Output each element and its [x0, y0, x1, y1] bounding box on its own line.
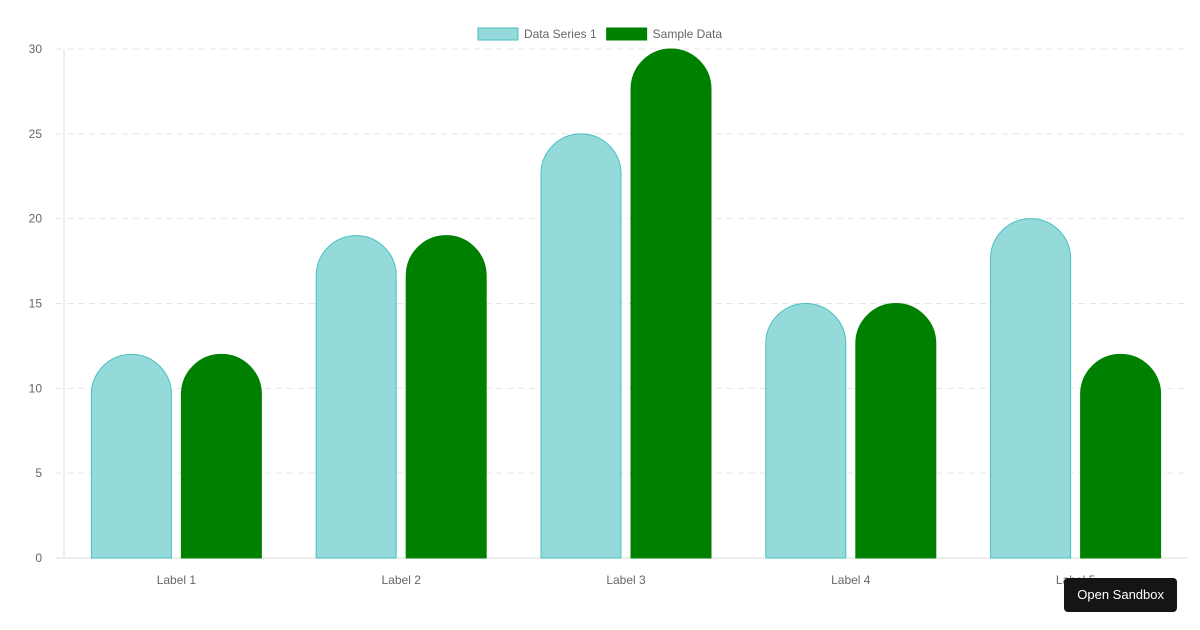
x-tick-label: Label 3 — [606, 573, 646, 587]
y-tick-label: 0 — [35, 551, 42, 565]
bar-series-1-5[interactable] — [990, 218, 1072, 559]
y-axis: 0 5 10 15 20 25 30 — [29, 42, 65, 565]
y-tick-label: 25 — [29, 127, 43, 141]
x-tick-label: Label 2 — [382, 573, 422, 587]
open-sandbox-button[interactable]: Open Sandbox — [1064, 578, 1177, 612]
y-tick-label: 15 — [29, 297, 43, 311]
legend: Data Series 1 Sample Data — [477, 27, 723, 41]
bar-series-1-2[interactable] — [315, 235, 397, 559]
y-tick-label: 5 — [35, 466, 42, 480]
y-tick-label: 10 — [29, 381, 43, 395]
y-tick-label: 30 — [29, 42, 43, 56]
legend-swatch[interactable] — [477, 27, 519, 41]
legend-swatch[interactable] — [606, 27, 648, 41]
bar-series-1-3[interactable] — [540, 133, 622, 559]
bar-series-2-2[interactable] — [405, 235, 487, 559]
bars — [90, 48, 1162, 559]
bar-series-2-4[interactable] — [855, 302, 937, 559]
x-tick-label: Label 4 — [831, 573, 871, 587]
legend-label[interactable]: Sample Data — [653, 27, 723, 41]
y-tick-label: 20 — [29, 212, 43, 226]
bar-series-2-5[interactable] — [1080, 353, 1162, 559]
bar-series-2-1[interactable] — [180, 353, 262, 559]
bar-series-2-3[interactable] — [630, 48, 712, 559]
bar-series-1-1[interactable] — [90, 353, 172, 559]
bar-series-1-4[interactable] — [765, 302, 847, 559]
x-tick-label: Label 1 — [157, 573, 197, 587]
legend-label[interactable]: Data Series 1 — [524, 27, 597, 41]
